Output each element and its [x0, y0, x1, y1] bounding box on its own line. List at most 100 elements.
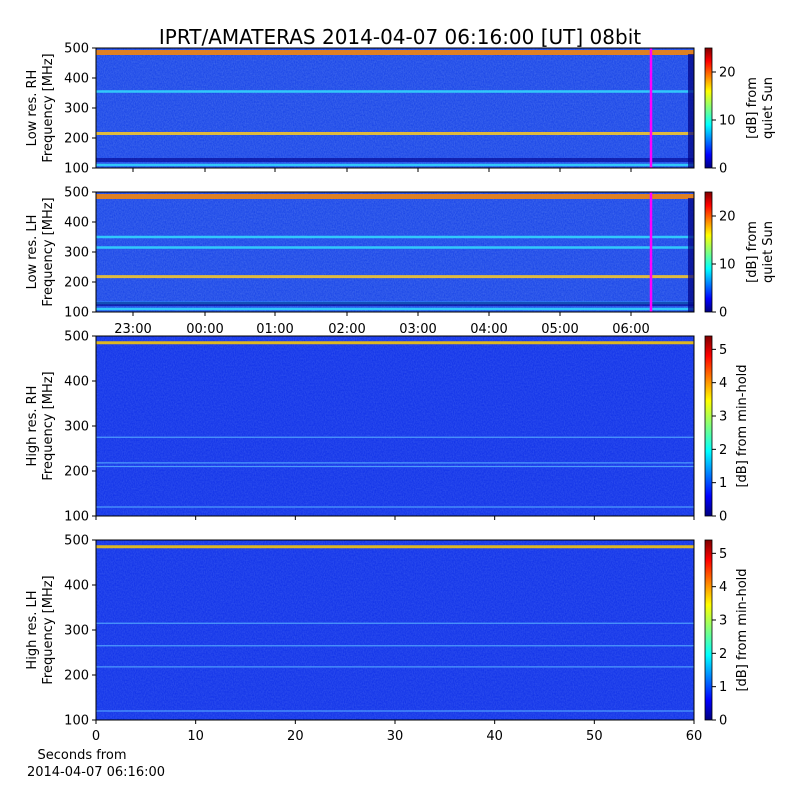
x-tick-label: 0 — [92, 729, 100, 744]
x-tick-label: 40 — [486, 729, 503, 744]
y-tick-label: 200 — [64, 465, 89, 480]
y-axis-label-line2: Frequency [MHz] — [41, 53, 56, 162]
y-tick-label: 300 — [64, 102, 89, 117]
heatmap-noise — [96, 48, 694, 168]
x-axis-label-line2: 2014-04-07 06:16:00 — [27, 765, 165, 780]
y-tick-label: 300 — [64, 420, 89, 435]
colorbar-label-line1: [dB] from — [745, 77, 760, 139]
colorbar — [704, 47, 713, 169]
y-axis: 100 200 300 400 500 — [64, 42, 96, 177]
heatmap-noise — [96, 192, 694, 312]
y-tick-label: 300 — [64, 624, 89, 639]
emission-bands — [96, 50, 694, 168]
colorbar-tick-label: 0 — [719, 510, 727, 525]
emission-bands — [96, 545, 694, 712]
y-axis-label-line1: High res. RH — [25, 386, 40, 467]
colorbar-tick-label: 10 — [719, 114, 736, 129]
y-tick-label: 100 — [64, 162, 89, 177]
panel-high-res-rh: 100 200 300 400 500 High res. RH Frequency [… — [25, 330, 750, 525]
y-axis-label-line2: Frequency [MHz] — [41, 575, 56, 684]
time-axis: 23:00 00:00 01:00 02:00 03:00 04:00 05:00 06:00 — [114, 168, 650, 337]
y-tick-label: 100 — [64, 510, 89, 525]
y-axis-label-line1: Low res. LH — [25, 215, 40, 290]
colorbar-ticks: 0 10 20 — [712, 210, 736, 321]
colorbar-tick-label: 1 — [719, 476, 727, 491]
emission-bands — [96, 194, 694, 312]
colorbar-tick-label: 0 — [719, 714, 727, 729]
y-tick-label: 500 — [64, 330, 89, 345]
colorbar-tick-label: 5 — [719, 343, 727, 358]
colorbar — [704, 191, 713, 313]
colorbar-tick-label: 0 — [719, 162, 727, 177]
colorbar-label-line2: quiet Sun — [761, 77, 776, 139]
colorbar — [704, 335, 713, 517]
y-axis: 100 200 300 400 500 — [64, 330, 96, 525]
colorbar-ticks: 0 1 2 3 4 5 — [712, 547, 727, 729]
y-axis: 100 200 300 400 500 — [64, 534, 96, 729]
time-tick-label: 03:00 — [399, 322, 436, 337]
low-band — [96, 302, 694, 306]
y-axis-label-line1: High res. LH — [25, 590, 40, 669]
time-tick-label: 05:00 — [541, 322, 578, 337]
y-tick-label: 200 — [64, 276, 89, 291]
emission-bands — [96, 341, 694, 508]
y-tick-label: 400 — [64, 72, 89, 87]
y-tick-label: 400 — [64, 216, 89, 231]
x-tick-label: 30 — [387, 729, 404, 744]
colorbar-label-line2: quiet Sun — [761, 221, 776, 283]
heatmap-noise — [96, 336, 694, 516]
y-axis: 100 200 300 400 500 — [64, 186, 96, 321]
x-axis-label-line1: Seconds from — [37, 748, 126, 763]
low-band — [96, 158, 694, 162]
y-axis-label-line2: Frequency [MHz] — [41, 197, 56, 306]
time-tick-label: 00:00 — [186, 322, 223, 337]
y-axis-label-line1: Low res. RH — [25, 70, 40, 147]
colorbar-tick-label: 2 — [719, 443, 727, 458]
y-tick-label: 200 — [64, 132, 89, 147]
y-tick-label: 100 — [64, 306, 89, 321]
data-gap — [688, 54, 694, 168]
y-tick-label: 100 — [64, 714, 89, 729]
colorbar-tick-label: 10 — [719, 258, 736, 273]
colorbar-tick-label: 4 — [719, 376, 727, 391]
time-tick-label: 23:00 — [114, 322, 151, 337]
y-tick-label: 500 — [64, 42, 89, 57]
colorbar-tick-label: 3 — [719, 410, 727, 425]
seconds-axis: 0 10 20 30 40 50 60 — [92, 720, 702, 744]
x-tick-label: 10 — [187, 729, 204, 744]
colorbar-tick-label: 0 — [719, 306, 727, 321]
y-axis-label-line2: Frequency [MHz] — [41, 371, 56, 480]
colorbar-tick-label: 3 — [719, 614, 727, 629]
y-tick-label: 300 — [64, 246, 89, 261]
colorbar-tick-label: 1 — [719, 680, 727, 695]
y-tick-label: 400 — [64, 375, 89, 390]
x-tick-label: 20 — [287, 729, 304, 744]
time-tick-label: 04:00 — [470, 322, 507, 337]
x-axis-ticks — [95, 516, 695, 520]
y-tick-label: 500 — [64, 534, 89, 549]
time-tick-label: 02:00 — [328, 322, 365, 337]
colorbar-tick-label: 2 — [719, 647, 727, 662]
x-tick-label: 60 — [686, 729, 703, 744]
y-tick-label: 200 — [64, 669, 89, 684]
y-tick-label: 500 — [64, 186, 89, 201]
colorbar-tick-label: 20 — [719, 66, 736, 81]
colorbar — [704, 539, 713, 721]
colorbar-label: [dB] from min-hold — [735, 364, 750, 487]
colorbar-ticks: 0 10 20 — [712, 66, 736, 177]
time-tick-label: 01:00 — [256, 322, 293, 337]
figure-title: IPRT/AMATERAS 2014-04-07 06:16:00 [UT] 0… — [159, 25, 641, 49]
colorbar-ticks: 0 1 2 3 4 5 — [712, 343, 727, 525]
colorbar-tick-label: 5 — [719, 547, 727, 562]
time-tick-label: 06:00 — [612, 322, 649, 337]
colorbar-tick-label: 4 — [719, 580, 727, 595]
x-tick-label: 50 — [586, 729, 603, 744]
colorbar-label: [dB] from min-hold — [735, 568, 750, 691]
heatmap-noise — [96, 540, 694, 720]
y-tick-label: 400 — [64, 579, 89, 594]
colorbar-label-line1: [dB] from — [745, 221, 760, 283]
